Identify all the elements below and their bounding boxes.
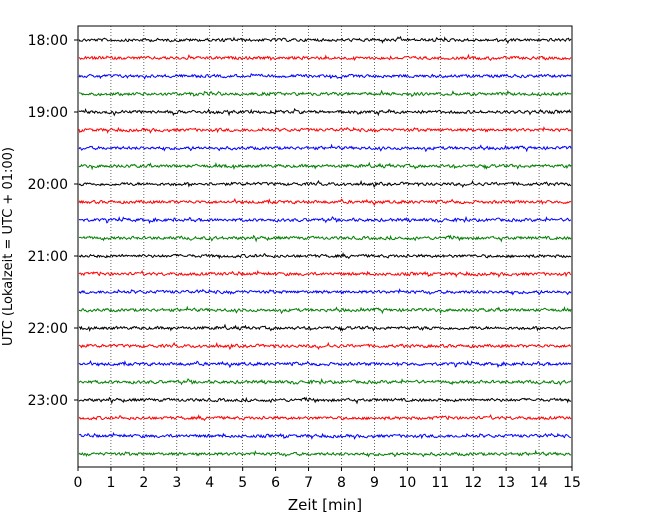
y-tick-label: 18:00 <box>28 33 68 49</box>
y-axis-label: UTC (Lokalzeit = UTC + 01:00) <box>1 147 16 346</box>
seismic-traces <box>78 35 572 458</box>
x-tick-label: 5 <box>238 475 247 491</box>
x-tick-label: 6 <box>271 475 280 491</box>
trace-line <box>78 341 572 350</box>
x-grid-lines <box>110 26 540 467</box>
x-tick-label: 13 <box>497 475 515 491</box>
trace-line <box>78 377 572 386</box>
x-tick-label: 1 <box>106 475 115 491</box>
trace-line <box>78 359 572 369</box>
trace-line <box>78 53 572 62</box>
trace-line <box>78 35 572 45</box>
x-tick-label: 3 <box>172 475 181 491</box>
x-tick-label: 9 <box>370 475 379 491</box>
trace-line <box>78 179 572 188</box>
y-axis-ticks: 18:00 19:00 20:00 21:00 22:00 23:00 <box>28 33 78 409</box>
x-tick-label: 12 <box>464 475 482 491</box>
y-tick-label: 23:00 <box>28 393 68 409</box>
x-tick-label: 15 <box>563 475 581 491</box>
trace-line <box>78 413 572 422</box>
trace-line <box>78 234 572 243</box>
x-tick-label: 14 <box>530 475 548 491</box>
trace-line <box>78 396 572 405</box>
trace-line <box>78 269 572 278</box>
x-tick-label: 4 <box>205 475 214 491</box>
trace-line <box>78 305 572 315</box>
trace-line <box>78 252 572 260</box>
x-tick-label: 11 <box>431 475 449 491</box>
trace-line <box>78 323 572 332</box>
x-axis-label: Zeit [min] <box>288 496 362 514</box>
plot-frame <box>77 25 573 468</box>
trace-line <box>78 215 572 225</box>
trace-line <box>78 143 572 153</box>
y-tick-label: 19:00 <box>28 105 68 121</box>
trace-line <box>78 73 572 80</box>
y-tick-label: 20:00 <box>28 177 68 193</box>
trace-line <box>78 107 572 117</box>
trace-line <box>78 449 572 458</box>
trace-line <box>78 89 572 98</box>
x-tick-label: 7 <box>304 475 313 491</box>
x-tick-label: 10 <box>398 475 416 491</box>
x-tick-label: 2 <box>139 475 148 491</box>
x-axis-ticks: 0 1 2 3 4 5 6 7 8 9 10 11 12 13 14 15 <box>74 467 581 491</box>
trace-line <box>78 197 572 207</box>
y-tick-label: 22:00 <box>28 321 68 337</box>
x-tick-label: 0 <box>74 475 83 491</box>
trace-line <box>78 288 572 296</box>
trace-line <box>78 161 572 171</box>
trace-line <box>78 432 572 440</box>
x-tick-label: 8 <box>337 475 346 491</box>
trace-line <box>78 126 572 134</box>
y-tick-label: 21:00 <box>28 249 68 265</box>
